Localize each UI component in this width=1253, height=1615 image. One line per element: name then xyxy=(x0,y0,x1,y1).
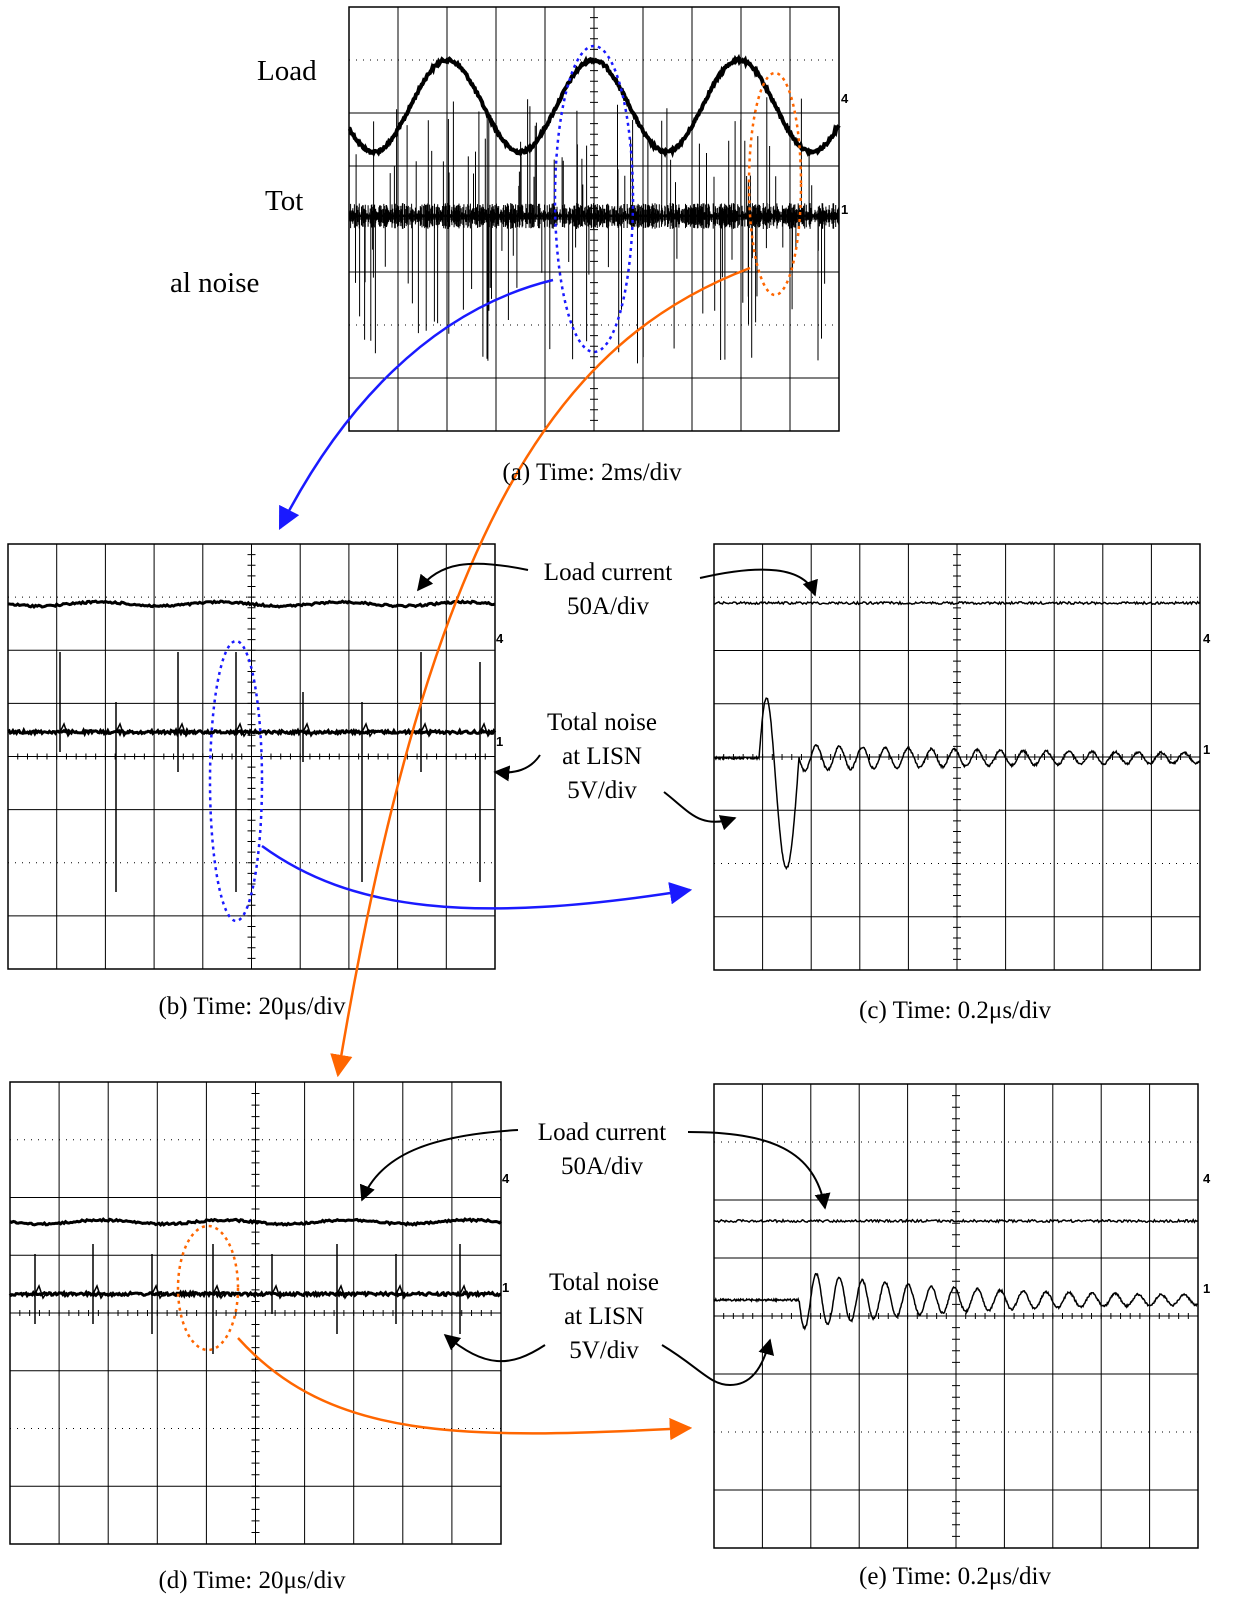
panel-d-spike xyxy=(151,1254,165,1334)
panel-b-spike xyxy=(420,652,434,772)
orange-highlight-ellipse-d xyxy=(176,1224,240,1352)
orange-zoom-arrow-a-to-d xyxy=(330,266,751,1078)
blue-zoom-arrow-a-to-b xyxy=(278,278,554,531)
panel-e-scope xyxy=(713,1083,1199,1549)
load-arrow-to-c xyxy=(699,568,818,597)
panel-b-scope xyxy=(7,543,497,970)
panel-a-caption: (a) Time: 2ms/div xyxy=(502,459,682,486)
panel-b-spike xyxy=(302,692,316,762)
panel-b-spike xyxy=(177,652,191,772)
top-noise-label-2: at LISN xyxy=(562,743,642,770)
panel-c-marker-4: 4 xyxy=(1203,631,1211,646)
panel-b-spike xyxy=(235,652,249,892)
panel-b-spike xyxy=(59,652,73,752)
noise-arrow-to-e xyxy=(661,1338,775,1387)
panel-d-spike xyxy=(395,1254,409,1324)
panel-d-spike xyxy=(92,1244,106,1324)
panel-e-marker-4: 4 xyxy=(1203,1171,1211,1186)
blue-zoom-arrow-b-to-c xyxy=(261,844,693,910)
panel-e-load-trace xyxy=(713,1218,1199,1224)
panel-a-label-al-noise: al noise xyxy=(170,267,259,299)
noise-arrow-to-d xyxy=(443,1333,546,1363)
panel-e-caption: (e) Time: 0.2μs/div xyxy=(859,1563,1051,1590)
panel-b-caption: (b) Time: 20μs/div xyxy=(158,993,346,1020)
top-noise-label-3: 5V/div xyxy=(567,777,637,804)
bottom-load-current-label: Load current xyxy=(538,1119,666,1146)
panel-d-spike xyxy=(459,1244,473,1334)
load-arrow-to-d xyxy=(359,1129,519,1202)
panel-a-label-tot: Tot xyxy=(265,185,303,217)
panel-b-spike xyxy=(361,702,375,882)
load-arrow-to-b xyxy=(417,562,529,592)
panel-c-scope xyxy=(713,543,1201,971)
panel-c-marker-1: 1 xyxy=(1203,742,1210,757)
bottom-load-scale-label: 50A/div xyxy=(561,1153,643,1180)
panel-d-scope xyxy=(8,1081,502,1545)
panel-e-marker-1: 1 xyxy=(1203,1281,1210,1296)
panel-b-spike xyxy=(115,702,129,892)
panel-c-noise-trace xyxy=(713,697,1201,871)
panel-b-marker-1: 1 xyxy=(496,734,503,749)
panel-b-marker-4: 4 xyxy=(496,631,504,646)
panel-d-marker-1: 1 xyxy=(502,1280,509,1295)
panel-b-load-trace xyxy=(8,599,496,609)
panel-c-load-trace xyxy=(713,600,1201,606)
blue-highlight-ellipse-b xyxy=(208,639,264,923)
bottom-noise-label-3: 5V/div xyxy=(569,1337,639,1364)
panel-d-marker-4: 4 xyxy=(502,1171,510,1186)
panel-e-noise-trace xyxy=(713,1272,1199,1331)
top-load-current-label: Load current xyxy=(544,559,672,586)
bottom-noise-label-2: at LISN xyxy=(564,1303,644,1330)
bottom-noise-label-1: Total noise xyxy=(549,1269,659,1296)
orange-highlight-ellipse-a xyxy=(747,71,803,297)
panel-a-scope xyxy=(347,6,841,432)
panel-d-noise-baseline xyxy=(8,1289,502,1299)
panel-b-noise-baseline xyxy=(7,726,497,738)
load-arrow-to-e xyxy=(687,1131,831,1210)
panel-a-marker-4: 4 xyxy=(841,91,849,106)
panel-d-caption: (d) Time: 20μs/div xyxy=(158,1567,346,1594)
panel-b-spike xyxy=(479,662,493,882)
panel-a-load-trace xyxy=(347,53,841,159)
panel-d-spike xyxy=(212,1244,226,1354)
top-noise-label-1: Total noise xyxy=(547,709,657,736)
panel-d-spike xyxy=(336,1244,350,1334)
panel-a-label-load: Load xyxy=(257,55,317,87)
noise-arrow-to-b xyxy=(493,754,541,782)
panel-d-spike xyxy=(271,1254,285,1314)
orange-zoom-arrow-d-to-e xyxy=(237,1337,693,1441)
top-load-scale-label: 50A/div xyxy=(567,593,649,620)
panel-c-caption: (c) Time: 0.2μs/div xyxy=(859,997,1051,1024)
panel-d-spike xyxy=(34,1254,48,1324)
noise-arrow-to-c xyxy=(663,791,737,831)
panel-d-load-trace xyxy=(9,1217,502,1228)
panel-a-marker-1: 1 xyxy=(841,202,848,217)
blue-highlight-ellipse-a xyxy=(553,44,635,354)
